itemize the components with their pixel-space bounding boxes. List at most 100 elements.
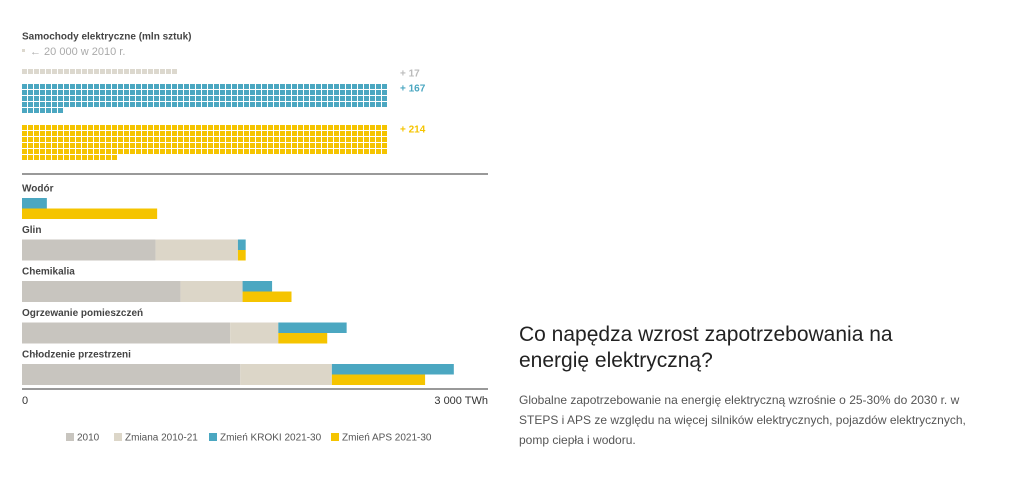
waffle-square xyxy=(46,84,51,89)
waffle-square xyxy=(298,143,303,148)
waffle-square xyxy=(130,69,135,74)
waffle-square xyxy=(22,137,27,142)
waffle-title: Samochody elektryczne (mln sztuk) xyxy=(22,32,192,43)
waffle-square xyxy=(88,155,93,160)
waffle-square xyxy=(148,125,153,130)
waffle-square xyxy=(58,90,63,95)
waffle-square xyxy=(250,96,255,101)
waffle-square xyxy=(106,155,111,160)
waffle-square xyxy=(28,137,33,142)
waffle-square xyxy=(76,131,81,136)
waffle-square xyxy=(268,137,273,142)
waffle-square xyxy=(196,90,201,95)
waffle-square xyxy=(334,96,339,101)
waffle-square xyxy=(190,125,195,130)
waffle-square xyxy=(100,143,105,148)
waffle-square xyxy=(250,125,255,130)
waffle-square xyxy=(112,137,117,142)
waffle-square xyxy=(190,131,195,136)
waffle-square xyxy=(244,131,249,136)
waffle-square xyxy=(364,143,369,148)
waffle-square xyxy=(262,84,267,89)
waffle-square xyxy=(94,143,99,148)
waffle-square xyxy=(298,96,303,101)
waffle-square xyxy=(28,125,33,130)
waffle-square xyxy=(112,102,117,107)
waffle-square xyxy=(232,102,237,107)
waffle-square xyxy=(250,102,255,107)
waffle-square xyxy=(346,102,351,107)
waffle-square xyxy=(40,84,45,89)
waffle-square xyxy=(154,125,159,130)
waffle-square xyxy=(34,149,39,154)
waffle-square xyxy=(244,84,249,89)
waffle-square xyxy=(112,84,117,89)
bar-segment xyxy=(22,208,158,219)
waffle-square xyxy=(196,96,201,101)
waffle-square xyxy=(28,155,33,160)
waffle-square xyxy=(202,84,207,89)
waffle-square xyxy=(184,96,189,101)
waffle-square xyxy=(352,137,357,142)
article-body: Globalne zapotrzebowanie na energię elek… xyxy=(519,393,966,447)
waffle-square xyxy=(250,149,255,154)
waffle-square xyxy=(292,125,297,130)
waffle-square xyxy=(286,96,291,101)
waffle-square xyxy=(202,96,207,101)
waffle-square xyxy=(376,96,381,101)
waffle-square xyxy=(364,137,369,142)
waffle-square xyxy=(22,155,27,160)
waffle-square xyxy=(322,131,327,136)
waffle-group xyxy=(22,69,177,74)
bar-segment xyxy=(22,198,47,209)
waffle-square xyxy=(346,131,351,136)
waffle-square xyxy=(178,125,183,130)
waffle-square xyxy=(262,96,267,101)
waffle-square xyxy=(94,102,99,107)
waffle-square xyxy=(208,102,213,107)
waffle-square xyxy=(244,149,249,154)
waffle-square xyxy=(370,137,375,142)
waffle-square xyxy=(358,143,363,148)
waffle-square xyxy=(316,137,321,142)
waffle-square xyxy=(352,125,357,130)
waffle-square xyxy=(196,102,201,107)
waffle-square xyxy=(184,149,189,154)
waffle-square xyxy=(64,69,69,74)
waffle-square xyxy=(88,125,93,130)
waffle-square xyxy=(142,125,147,130)
waffle-square xyxy=(184,137,189,142)
waffle-square xyxy=(94,125,99,130)
waffle-square xyxy=(178,149,183,154)
category-label: Ogrzewanie pomieszczeń xyxy=(22,308,143,319)
waffle-square xyxy=(238,90,243,95)
waffle-square xyxy=(262,125,267,130)
waffle-square xyxy=(208,137,213,142)
waffle-square xyxy=(346,96,351,101)
waffle-square xyxy=(322,84,327,89)
waffle-square xyxy=(364,96,369,101)
waffle-square xyxy=(166,90,171,95)
waffle-square xyxy=(250,131,255,136)
waffle-square xyxy=(100,84,105,89)
waffle-square xyxy=(70,143,75,148)
waffle-square xyxy=(226,131,231,136)
waffle-square xyxy=(304,84,309,89)
waffle-square xyxy=(238,149,243,154)
category-label: Glin xyxy=(22,225,41,236)
waffle-square xyxy=(70,131,75,136)
waffle-square xyxy=(52,125,57,130)
waffle-square xyxy=(172,125,177,130)
waffle-square xyxy=(76,102,81,107)
waffle-square xyxy=(328,125,333,130)
waffle-square xyxy=(292,84,297,89)
waffle-square xyxy=(100,137,105,142)
waffle-square xyxy=(88,149,93,154)
waffle-square xyxy=(52,102,57,107)
waffle-square xyxy=(178,90,183,95)
waffle-square xyxy=(376,149,381,154)
waffle-square xyxy=(292,143,297,148)
waffle-square xyxy=(82,90,87,95)
waffle-square xyxy=(100,69,105,74)
waffle-square xyxy=(292,149,297,154)
